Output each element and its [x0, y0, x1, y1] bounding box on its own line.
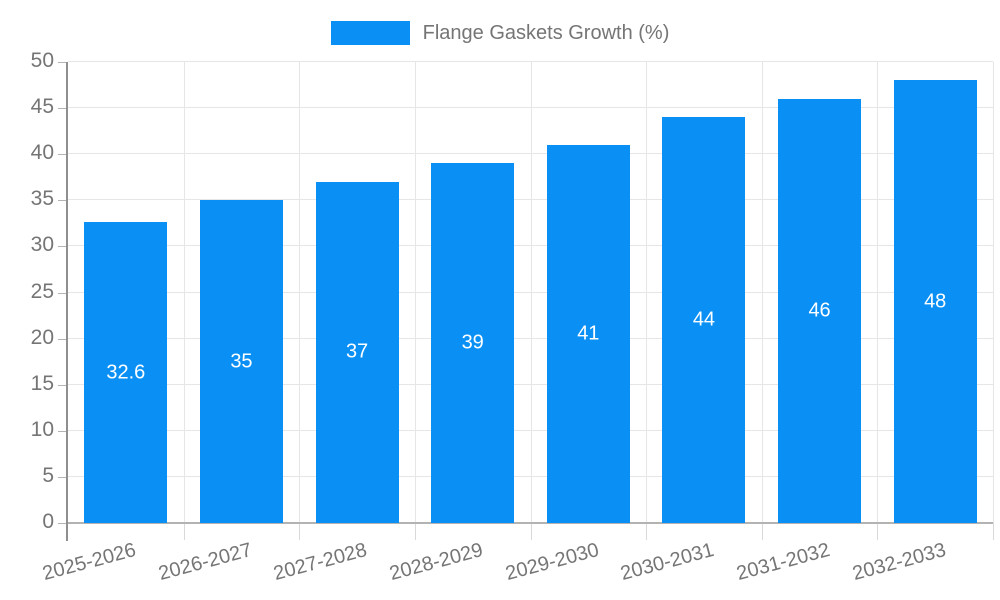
x-axis-label: 2030-2031: [618, 539, 717, 586]
x-axis-tick: [877, 523, 879, 540]
y-axis-tick: [58, 62, 68, 63]
y-axis-label: 20: [30, 325, 54, 349]
x-axis-tick: [299, 523, 301, 540]
y-axis-label: 25: [30, 279, 54, 303]
y-axis-label: 5: [42, 463, 54, 487]
x-axis-label: 2028-2029: [387, 539, 486, 586]
bar-value-label: 48: [924, 290, 947, 313]
x-axis-tick: [183, 523, 185, 540]
y-axis-tick: [58, 338, 68, 340]
y-axis-label: 10: [30, 417, 54, 441]
x-axis-label: 2029-2030: [502, 539, 602, 586]
y-axis-tick: [58, 523, 68, 524]
bar[interactable]: [893, 80, 977, 523]
x-gridline: [414, 62, 416, 523]
legend-item[interactable]: Flange Gaskets Growth (%): [0, 18, 1000, 48]
legend-label: Flange Gaskets Growth (%): [422, 21, 670, 44]
x-axis-label: 2031-2032: [734, 539, 833, 586]
y-axis-tick: [58, 430, 68, 432]
bar[interactable]: [431, 163, 515, 523]
x-axis-tick: [993, 523, 994, 540]
x-axis-label: 2032-2033: [849, 539, 948, 586]
x-axis-label: 2025-2026: [40, 539, 139, 586]
x-gridline: [993, 62, 994, 523]
y-axis-tick: [58, 246, 68, 248]
y-axis-line: [66, 62, 68, 541]
bar[interactable]: [662, 117, 746, 523]
bar[interactable]: [546, 144, 630, 523]
y-gridline: [68, 61, 993, 62]
x-gridline: [183, 62, 185, 523]
bar-value-label: 35: [230, 350, 253, 373]
bar[interactable]: [315, 181, 399, 523]
y-axis-tick: [58, 108, 68, 110]
bar-value-label: 46: [808, 299, 831, 322]
x-axis-tick: [414, 523, 416, 540]
x-gridline: [299, 62, 301, 523]
x-axis-tick: [761, 523, 763, 540]
y-axis-tick: [58, 384, 68, 386]
y-axis-tick: [58, 200, 68, 202]
y-axis-label: 45: [30, 95, 54, 119]
bar-value-label: 41: [577, 322, 600, 345]
bar-value-label: 37: [345, 340, 369, 363]
y-axis-label: 40: [30, 141, 54, 165]
bar[interactable]: [778, 98, 862, 523]
bar-value-label: 32.6: [106, 361, 146, 384]
x-gridline: [530, 62, 532, 523]
y-axis-label: 50: [30, 49, 54, 73]
y-axis-label: 0: [42, 510, 54, 534]
x-gridline: [646, 62, 648, 523]
x-axis-tick: [530, 523, 532, 540]
x-axis-label: 2026-2027: [156, 539, 255, 586]
x-gridline: [761, 62, 763, 523]
legend-swatch: [330, 21, 410, 45]
bar-value-label: 44: [692, 308, 716, 331]
y-axis-label: 30: [30, 233, 54, 257]
bar-value-label: 39: [461, 331, 484, 354]
x-axis-label: 2027-2028: [271, 539, 370, 586]
y-axis-label: 35: [30, 187, 54, 211]
x-axis-tick: [646, 523, 648, 540]
y-axis-tick: [58, 292, 68, 294]
y-axis-label: 15: [30, 371, 54, 395]
x-gridline: [877, 62, 879, 523]
y-axis-tick: [58, 154, 68, 156]
y-axis-tick: [58, 476, 68, 478]
x-axis-line: [68, 522, 993, 524]
bar[interactable]: [84, 222, 168, 523]
bar[interactable]: [199, 200, 283, 523]
